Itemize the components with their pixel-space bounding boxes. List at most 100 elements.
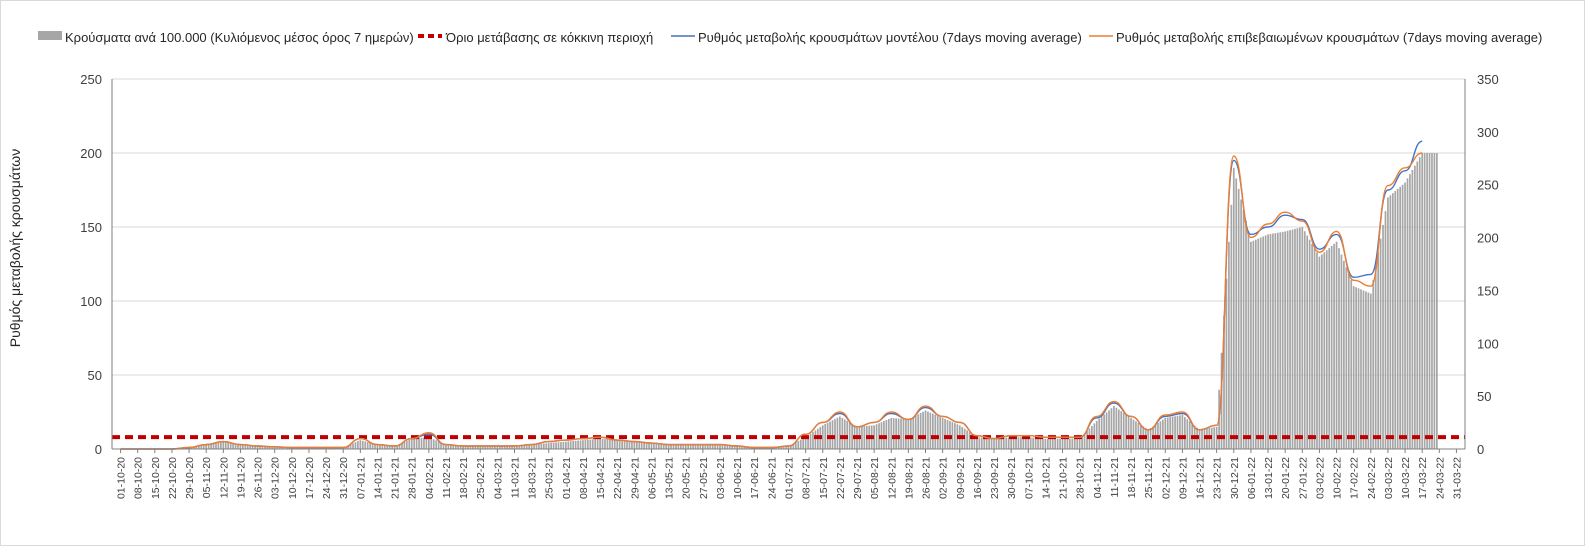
bar	[684, 444, 687, 449]
bar	[731, 445, 734, 449]
bar	[195, 446, 198, 449]
bar	[361, 440, 364, 449]
bar	[978, 437, 981, 449]
bar	[667, 444, 670, 449]
bar	[939, 416, 942, 449]
bar	[207, 444, 210, 449]
bar	[1130, 417, 1132, 449]
bar	[1296, 228, 1299, 449]
bar	[1391, 193, 1394, 449]
bar	[1343, 260, 1345, 449]
bar	[799, 439, 802, 449]
x-tick-label: 06-05-21	[647, 457, 659, 499]
bar	[782, 446, 785, 449]
bar	[973, 435, 976, 449]
bar	[513, 446, 516, 449]
bar	[303, 447, 305, 449]
bar	[804, 437, 807, 449]
bar	[1051, 438, 1054, 449]
bar	[1379, 238, 1382, 449]
x-tick-label: 07-01-21	[355, 457, 367, 499]
legend-item-confirmed: Ρυθμός μεταβολής επιβεβαιωμένων κρουσμάτ…	[1089, 30, 1542, 45]
bar	[821, 425, 824, 449]
y2-tick-label: 50	[1477, 389, 1491, 404]
bar	[450, 444, 452, 449]
bar	[503, 446, 506, 449]
x-tick-label: 05-11-20	[201, 457, 213, 498]
bar	[1054, 438, 1057, 449]
bar	[635, 441, 638, 449]
bar	[1340, 254, 1343, 449]
bar	[1347, 273, 1350, 449]
bar	[569, 441, 572, 449]
bar	[486, 446, 489, 449]
bar	[995, 438, 998, 449]
bar	[1215, 426, 1218, 449]
bar	[388, 445, 391, 449]
bar	[1228, 241, 1230, 449]
bar	[445, 444, 447, 449]
y-tick-label: 150	[80, 220, 102, 235]
bar	[993, 438, 995, 449]
bar	[249, 445, 252, 449]
bar	[308, 447, 310, 449]
x-tick-label: 08-10-20	[133, 457, 145, 499]
bar	[457, 445, 460, 449]
bar	[202, 444, 205, 449]
bar	[1411, 169, 1414, 449]
bar	[604, 439, 606, 449]
bar	[1406, 178, 1409, 449]
bar	[1279, 232, 1282, 449]
bar	[520, 445, 523, 449]
bar	[337, 447, 340, 449]
bar	[1257, 238, 1260, 449]
bar	[518, 445, 521, 449]
bar	[276, 446, 278, 449]
legend-swatch-bars	[38, 31, 62, 40]
bar	[954, 423, 956, 449]
bar	[557, 442, 560, 449]
bar	[1132, 419, 1135, 449]
bar	[481, 446, 484, 449]
bar	[900, 418, 902, 449]
bar	[1125, 414, 1127, 449]
bar	[623, 440, 626, 449]
y-ticks-left: 0 50 100 150 200 250	[80, 72, 102, 457]
bar	[273, 446, 276, 449]
legend-item-threshold: Όριο μετάβασης σε κόκκινη περιοχή	[418, 30, 653, 45]
bar	[794, 442, 797, 449]
bar	[726, 445, 729, 449]
bar	[464, 446, 467, 449]
bar	[1345, 267, 1348, 449]
bar	[1005, 437, 1008, 449]
bar	[1066, 438, 1069, 449]
bar	[369, 442, 371, 449]
bar	[1377, 252, 1379, 449]
bar	[670, 444, 672, 449]
bar	[545, 443, 548, 449]
bar	[927, 411, 929, 449]
bar	[660, 443, 663, 449]
x-tick-label: 07-10-21	[1023, 457, 1035, 499]
bar	[1382, 224, 1384, 449]
bar	[1338, 248, 1340, 449]
bar	[843, 419, 846, 449]
y-tick-label: 200	[80, 146, 102, 161]
bar	[599, 438, 601, 449]
bar	[1281, 231, 1284, 449]
bar	[638, 442, 641, 449]
bar	[246, 445, 249, 449]
bar	[427, 437, 430, 449]
bar	[1184, 417, 1186, 449]
bar	[1073, 438, 1076, 449]
bar	[1037, 438, 1039, 449]
bar	[335, 447, 337, 449]
bar	[750, 447, 753, 449]
bar	[467, 446, 469, 449]
bar	[675, 444, 677, 449]
bar	[748, 447, 751, 449]
bar	[491, 446, 494, 449]
bar	[699, 444, 702, 449]
bar	[775, 447, 778, 449]
bar	[885, 420, 888, 449]
